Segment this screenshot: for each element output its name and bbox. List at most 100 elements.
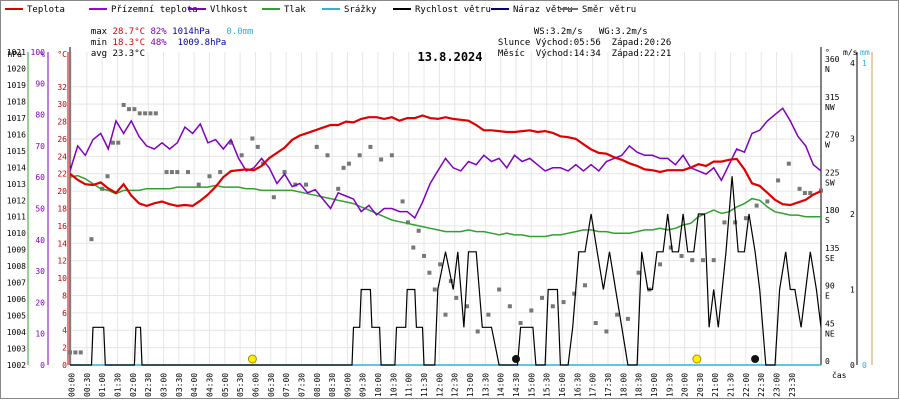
dir-tick-label: 135 bbox=[825, 244, 840, 253]
x-tick-label: 12:30 bbox=[451, 373, 460, 397]
wind-direction-dot bbox=[765, 199, 770, 204]
dir-compass-label: SE bbox=[825, 254, 835, 263]
x-tick-label: 16:30 bbox=[573, 373, 582, 397]
stats-max-hum: 82% bbox=[150, 27, 167, 37]
pct-tick-label: 80 bbox=[35, 111, 45, 120]
wind-direction-dot bbox=[411, 245, 416, 250]
x-tick-label: 22:00 bbox=[742, 373, 751, 397]
wind-direction-dot bbox=[593, 321, 598, 326]
moon-rise: Východ:14:34 bbox=[535, 49, 601, 59]
chart-title: 13.8.2024 bbox=[417, 50, 482, 64]
wind-direction-dot bbox=[78, 350, 83, 355]
sun-info: Slunce Východ:05:56 Západ:20:26 bbox=[487, 28, 671, 48]
dir-compass-label: S bbox=[825, 216, 830, 225]
wind-direction-dot bbox=[137, 111, 142, 116]
dir-compass-label: SW bbox=[825, 178, 835, 187]
wind-direction-dot bbox=[314, 144, 319, 149]
wind-direction-dot bbox=[405, 220, 410, 225]
markers bbox=[247, 354, 760, 364]
wind-direction-dot bbox=[304, 182, 309, 187]
wind-direction-dot bbox=[819, 188, 823, 193]
sun-rise: Východ:05:56 bbox=[535, 38, 601, 48]
x-tick-label: 05:30 bbox=[236, 373, 245, 397]
wind-direction-dot bbox=[422, 253, 427, 258]
hpa-tick-label: 1007 bbox=[7, 279, 26, 288]
wind-direction-dot bbox=[454, 295, 459, 300]
hpa-tick-label: 1015 bbox=[7, 147, 26, 156]
wind-direction-dot bbox=[722, 220, 727, 225]
moonset-marker bbox=[751, 355, 760, 363]
stats-max-row: max 28.7°C 82% 1014hPa 0.0mm bbox=[80, 17, 254, 37]
wind-direction-dot bbox=[464, 304, 469, 309]
wind-direction-dot bbox=[250, 136, 255, 141]
wind-direction-dot bbox=[148, 111, 153, 116]
stats-max-temp: 28.7°C bbox=[112, 27, 146, 37]
wind-direction-dot bbox=[604, 329, 609, 334]
hpa-unit-label: hPa bbox=[8, 50, 23, 59]
hpa-tick-label: 1016 bbox=[7, 130, 26, 139]
x-tick-label: 09:00 bbox=[343, 373, 352, 397]
x-tick-label: 13:00 bbox=[466, 373, 475, 397]
x-tick-label: 08:30 bbox=[328, 373, 337, 397]
hpa-tick-label: 1018 bbox=[7, 97, 26, 106]
rain-unit-label: mm bbox=[860, 48, 870, 57]
wind-direction-dot bbox=[529, 308, 534, 313]
wind-direction-dot bbox=[711, 258, 716, 263]
temp-tick-label: 32 bbox=[57, 83, 67, 92]
wind-direction-dot bbox=[416, 228, 421, 233]
x-tick-label: 20:00 bbox=[681, 373, 690, 397]
legend-label: Tlak bbox=[284, 5, 306, 15]
temp-tick-label: 2 bbox=[62, 344, 67, 353]
wind-direction-dot bbox=[379, 157, 384, 162]
x-tick-label: 17:00 bbox=[589, 373, 598, 397]
hpa-tick-label: 1012 bbox=[7, 196, 26, 205]
x-tick-label: 19:00 bbox=[650, 373, 659, 397]
wind-direction-dot bbox=[239, 153, 244, 158]
wind-direction-dot bbox=[116, 140, 121, 145]
legend-label: Náraz větru bbox=[513, 5, 573, 15]
dir-tick-label: 225 bbox=[825, 168, 840, 177]
wind-direction-dot bbox=[282, 170, 287, 175]
stats-avg-row: avg 23.3°C bbox=[80, 39, 145, 59]
sun-set: Západ:20:26 bbox=[611, 38, 672, 48]
x-tick-label: 13:30 bbox=[481, 373, 490, 397]
x-tick-label: 08:00 bbox=[313, 373, 322, 397]
wind-direction-dot bbox=[518, 321, 523, 326]
wind-direction-dot bbox=[175, 170, 180, 175]
humidity-line bbox=[69, 107, 822, 220]
rain-tick-label: 1 bbox=[862, 59, 867, 68]
wind-direction-dot bbox=[368, 144, 373, 149]
wind-direction-dot bbox=[427, 270, 432, 275]
hpa-tick-label: 1021 bbox=[7, 48, 26, 57]
wind-direction-dot bbox=[615, 312, 620, 317]
hpa-tick-label: 1020 bbox=[7, 64, 26, 73]
x-tick-label: 00:00 bbox=[68, 373, 77, 397]
wind-direction-dot bbox=[636, 270, 641, 275]
hpa-tick-label: 1005 bbox=[7, 312, 26, 321]
wind-direction-dot bbox=[448, 279, 453, 284]
x-tick-label: 07:30 bbox=[297, 373, 306, 397]
wind-direction-dot bbox=[143, 111, 148, 116]
temp-tick-label: 4 bbox=[62, 326, 67, 335]
wind-direction-dot bbox=[561, 300, 566, 305]
x-tick-label: 09:30 bbox=[359, 373, 368, 397]
sunset-marker bbox=[692, 354, 702, 364]
temp-unit-label: °C bbox=[57, 50, 67, 59]
hpa-tick-label: 1017 bbox=[7, 114, 26, 123]
wind-direction-dot bbox=[497, 287, 502, 292]
hpa-tick-label: 1008 bbox=[7, 262, 26, 271]
moonrise-marker bbox=[512, 355, 521, 363]
dir-tick-label: 180 bbox=[825, 206, 840, 215]
hpa-tick-label: 1002 bbox=[7, 361, 26, 370]
x-tick-label: 15:00 bbox=[527, 373, 536, 397]
stats-avg-temp: 23.3°C bbox=[112, 49, 146, 59]
wind-direction-dot bbox=[786, 161, 791, 166]
hpa-tick-label: 1014 bbox=[7, 163, 26, 172]
stats-max-press: 1014hPa bbox=[172, 27, 211, 37]
wind-direction-dot bbox=[438, 262, 443, 267]
temp-tick-label: 12 bbox=[57, 257, 67, 266]
x-tick-label: 02:30 bbox=[144, 373, 153, 397]
dir-unit-label: ° bbox=[825, 48, 830, 57]
x-tick-label: 18:00 bbox=[619, 373, 628, 397]
wind-tick-label: 2 bbox=[850, 210, 855, 219]
